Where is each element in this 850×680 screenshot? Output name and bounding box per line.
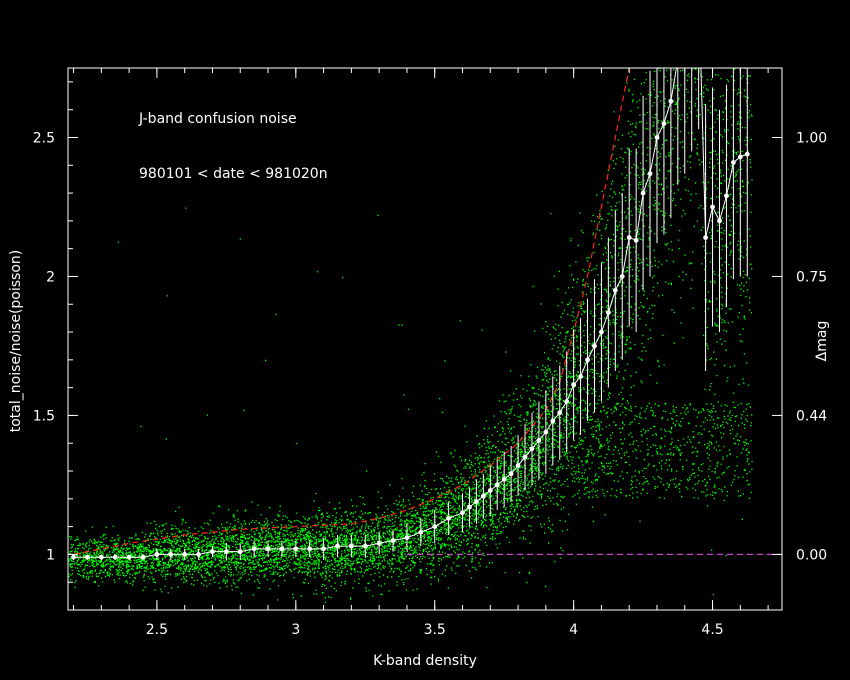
binned-mean-point: [223, 549, 229, 555]
binned-mean-point: [578, 374, 583, 379]
binned-mean-point: [112, 554, 118, 560]
binned-mean-point: [307, 546, 313, 552]
binned-mean-point: [501, 476, 507, 482]
binned-mean-point: [98, 554, 104, 560]
binned-mean-point: [168, 552, 174, 557]
binned-mean-point: [689, 10, 694, 15]
x-tick-label: 4.5: [701, 622, 723, 638]
y-axis-label: total_noise/noise(poisson): [8, 250, 24, 433]
binned-mean-point: [550, 418, 556, 424]
binned-mean-point: [557, 410, 563, 416]
chart-title: J-band confusion noise: [138, 111, 297, 127]
binned-mean-point: [418, 529, 424, 535]
binned-mean-point: [592, 343, 597, 349]
x-tick-label: 3: [291, 622, 300, 638]
binned-mean-point: [744, 151, 750, 157]
binned-mean-point: [647, 171, 653, 177]
y-tick-label: 2.5: [33, 130, 55, 146]
y2-tick-label: 0.44: [796, 408, 827, 424]
model-curve: [73, 68, 630, 555]
x-tick-label: 2.5: [146, 622, 168, 638]
binned-mean-point: [682, 38, 687, 43]
binned-mean-point: [605, 310, 611, 315]
x-axis-label: K-band density: [373, 653, 477, 669]
binned-mean-point: [633, 237, 639, 243]
binned-mean-point: [626, 235, 632, 240]
binned-mean-point: [640, 190, 646, 196]
binned-mean-point: [717, 218, 722, 224]
chart-subtitle: 980101 < date < 981020n: [139, 166, 328, 182]
binned-mean-point: [487, 488, 493, 493]
binned-mean-point: [536, 438, 542, 443]
binned-mean-point: [446, 515, 452, 521]
y2-tick-label: 0.75: [796, 269, 827, 285]
binned-mean-point: [703, 235, 708, 240]
y-tick-label: 2: [46, 269, 55, 285]
binned-mean-point: [154, 552, 160, 557]
binned-mean-point: [467, 504, 472, 510]
binned-mean-point: [543, 429, 549, 435]
binned-mean-point: [279, 546, 285, 552]
binned-mean-point: [265, 546, 271, 552]
binned-mean-point: [724, 193, 729, 199]
binned-errorbars: [73, 68, 748, 560]
binned-mean-point: [515, 463, 521, 468]
y-tick-label: 1.5: [33, 408, 55, 424]
binned-mean-point: [710, 204, 715, 210]
binned-mean-point: [619, 274, 625, 279]
model-curve-line: [73, 68, 630, 555]
binned-mean-point: [293, 546, 299, 552]
binned-mean-point: [390, 538, 396, 543]
binned-mean-line: [73, 68, 748, 558]
binned-mean-point: [473, 499, 479, 504]
plot-frame: [67, 67, 783, 611]
binned-means: [71, 10, 750, 560]
y2-tick-label: 1.00: [796, 130, 827, 146]
binned-mean-point: [508, 471, 514, 477]
binned-mean-point: [237, 549, 243, 555]
binned-mean-point: [460, 510, 465, 516]
binned-mean-point: [404, 535, 410, 541]
binned-mean-point: [71, 554, 76, 560]
binned-mean-point: [612, 287, 618, 293]
binned-mean-point: [140, 554, 146, 560]
binned-mean-point: [480, 493, 486, 499]
y-tick-label: 1: [46, 547, 55, 563]
binned-mean-point: [432, 524, 438, 530]
binned-mean-point: [126, 554, 132, 560]
y2-axis-label: Δmag: [814, 321, 830, 362]
binned-mean-point: [321, 546, 326, 552]
binned-mean-point: [210, 549, 215, 555]
binned-mean-point: [251, 546, 257, 552]
binned-mean-point: [335, 543, 340, 549]
binned-mean-point: [376, 540, 382, 546]
binned-mean-point: [362, 543, 368, 549]
binned-mean-point: [661, 121, 667, 126]
binned-mean-point: [599, 329, 604, 335]
x-tick-label: 4: [569, 622, 578, 638]
binned-mean-point: [564, 399, 570, 404]
binned-mean-point: [494, 482, 500, 488]
binned-mean-point: [85, 554, 90, 560]
binned-mean-point: [522, 454, 528, 460]
binned-mean-point: [730, 160, 736, 165]
binned-mean-point: [182, 552, 188, 557]
binned-mean-point: [196, 552, 201, 557]
axis-ticks: 2.5 3 3.5 4 4.5 1 1.5 2 2.5 0.00 0.44 0.75 1.00: [33, 68, 827, 638]
binned-mean-point: [654, 135, 660, 140]
binned-mean-point: [668, 98, 674, 104]
binned-mean-point: [675, 57, 680, 62]
y2-tick-label: 0.00: [796, 547, 827, 563]
binned-mean-point: [585, 357, 590, 363]
x-tick-label: 3.5: [424, 622, 446, 638]
binned-mean-point: [529, 446, 535, 452]
binned-mean-point: [348, 543, 354, 549]
binned-mean-point: [571, 382, 577, 388]
binned-mean-point: [737, 154, 743, 160]
